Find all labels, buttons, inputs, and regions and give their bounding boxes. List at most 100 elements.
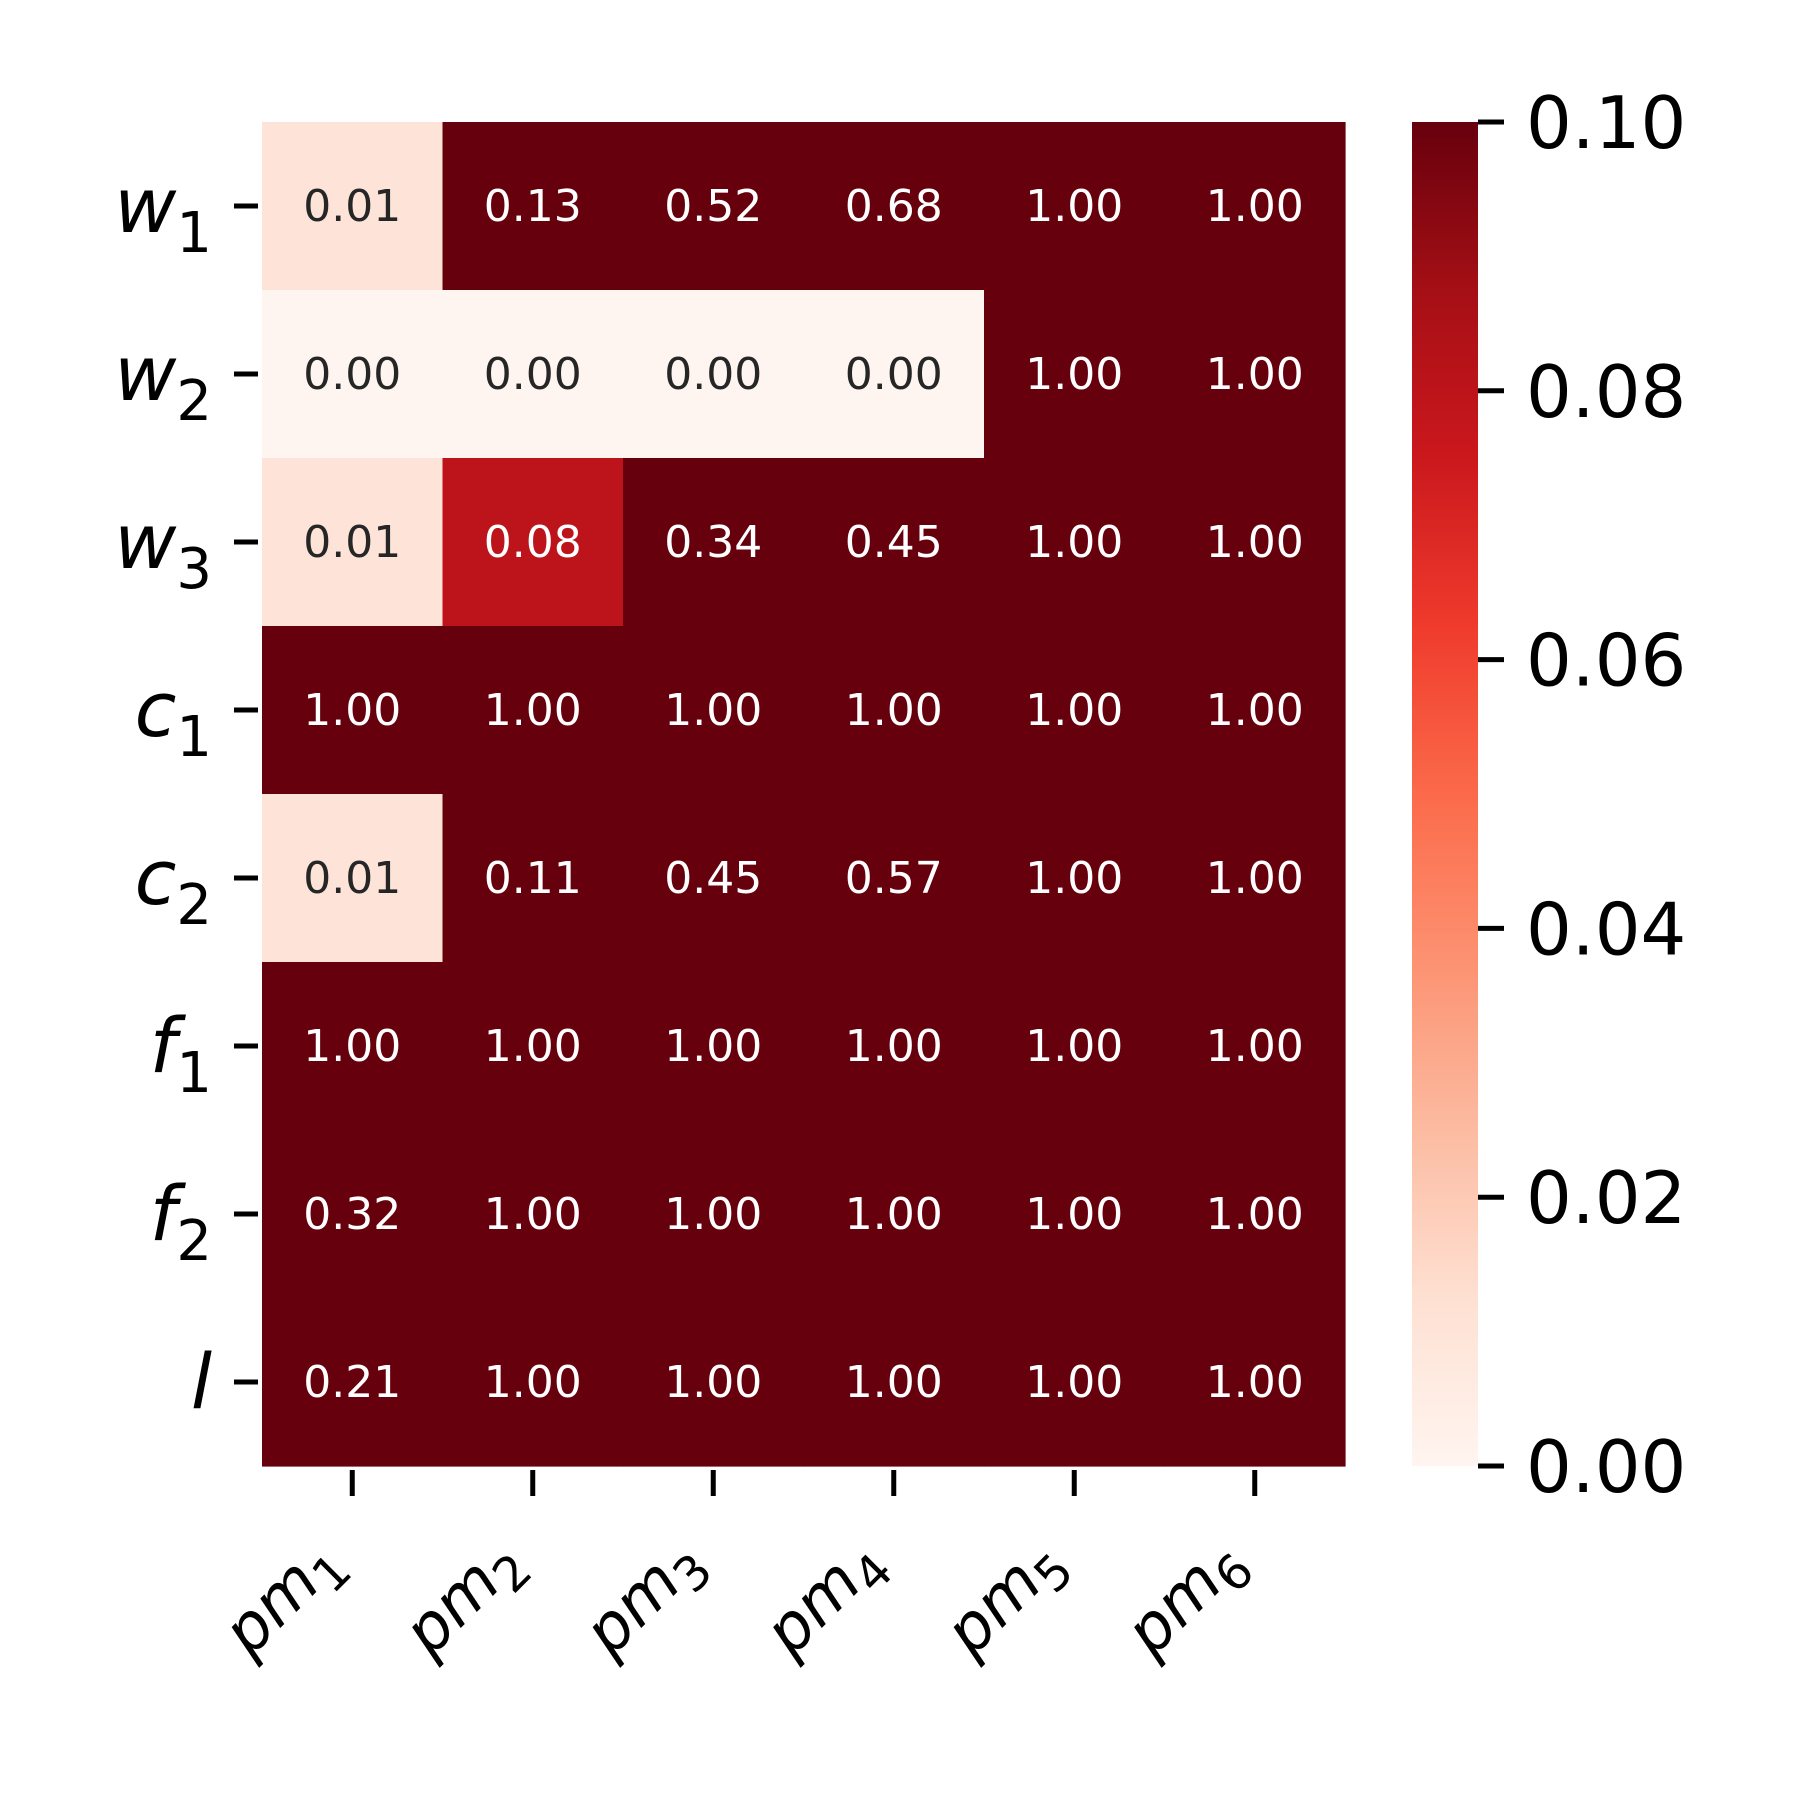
heatmap-cell (442, 458, 624, 627)
x-tick-label: pm3 (569, 1523, 724, 1678)
heatmap-cell (262, 122, 444, 291)
cell-value-label: 0.52 (664, 181, 762, 232)
cell-value-label: 1.00 (1206, 685, 1304, 736)
heatmap-cell (262, 794, 444, 963)
heatmap-cell (1164, 122, 1346, 291)
cell-value-label: 1.00 (484, 1021, 582, 1072)
heatmap-cell (803, 794, 985, 963)
heatmap-cell (442, 962, 624, 1131)
cell-value-label: 0.01 (303, 853, 401, 904)
colorbar-gradient (1412, 122, 1478, 1466)
colorbar-tick-label: 0.02 (1526, 1156, 1686, 1240)
cell-value-label: 0.00 (845, 349, 943, 400)
cell-value-label: 0.01 (303, 517, 401, 568)
heatmap-cell (262, 962, 444, 1131)
heatmap-cell (984, 122, 1166, 291)
heatmap-cell (984, 1298, 1166, 1467)
cell-value-label: 1.00 (1025, 1189, 1123, 1240)
heatmap-cell (442, 1298, 624, 1467)
cell-value-label: 0.08 (484, 517, 582, 568)
heatmap-cell (1164, 794, 1346, 963)
heatmap-cell (623, 458, 805, 627)
heatmap-cell (442, 794, 624, 963)
heatmap-cell (442, 626, 624, 795)
cell-value-label: 1.00 (1206, 181, 1304, 232)
x-tick-label: pm1 (208, 1523, 363, 1678)
y-tick-label: c1 (135, 665, 212, 770)
cell-value-label: 1.00 (1206, 349, 1304, 400)
cell-value-label: 1.00 (1025, 181, 1123, 232)
heatmap-cell (1164, 1130, 1346, 1299)
x-tick-label: pm5 (930, 1523, 1085, 1678)
heatmap-cell (623, 122, 805, 291)
cell-value-label: 0.68 (845, 181, 943, 232)
heatmap-cell (442, 1130, 624, 1299)
x-tick-label: pm2 (389, 1523, 544, 1678)
cell-value-label: 1.00 (484, 1189, 582, 1240)
x-axis: pm1 pm2 pm3 pm4 pm5 pm6 (208, 1470, 1266, 1678)
cell-value-label: 1.00 (845, 685, 943, 736)
cell-value-label: 0.45 (664, 853, 762, 904)
y-tick-label: l (191, 1337, 212, 1426)
cell-value-label: 0.32 (303, 1189, 401, 1240)
heatmap-cell (262, 626, 444, 795)
heatmap-cell (623, 1130, 805, 1299)
cell-value-label: 0.34 (664, 517, 762, 568)
y-tick-label: w2 (114, 329, 212, 434)
heatmap-cell (984, 1130, 1166, 1299)
cell-value-label: 1.00 (845, 1189, 943, 1240)
heatmap-cell (803, 122, 985, 291)
colorbar-tick-label: 0.08 (1526, 350, 1686, 434)
cell-value-label: 1.00 (664, 1357, 762, 1408)
heatmap-cell (262, 458, 444, 627)
cell-value-label: 1.00 (1206, 853, 1304, 904)
cell-value-label: 0.01 (303, 181, 401, 232)
heatmap-cell (984, 962, 1166, 1131)
heatmap-cell (442, 122, 624, 291)
cell-value-label: 1.00 (484, 685, 582, 736)
heatmap-cell (442, 290, 624, 459)
heatmap-cell (1164, 458, 1346, 627)
cell-value-label: 0.13 (484, 181, 582, 232)
cell-value-label: 0.11 (484, 853, 582, 904)
heatmap-cell (623, 290, 805, 459)
heatmap-cell (984, 626, 1166, 795)
heatmap-cell (803, 290, 985, 459)
heatmap-cell (1164, 626, 1346, 795)
y-tick-label: f1 (150, 1001, 212, 1106)
heatmap-cell (262, 290, 444, 459)
heatmap-cell (1164, 1298, 1346, 1467)
x-tick-label: pm4 (750, 1523, 905, 1678)
colorbar-tick-label: 0.04 (1526, 887, 1686, 971)
heatmap-cell (803, 1298, 985, 1467)
colorbar: 0.00 0.02 0.04 0.06 0.08 0.10 (1412, 81, 1686, 1509)
cell-value-label: 1.00 (845, 1021, 943, 1072)
cell-value-label: 1.00 (1206, 1021, 1304, 1072)
cell-value-label: 1.00 (1206, 1357, 1304, 1408)
heatmap-cell (262, 1130, 444, 1299)
cell-value-label: 1.00 (664, 1189, 762, 1240)
heatmap-cell (803, 458, 985, 627)
colorbar-tick-label: 0.06 (1526, 619, 1686, 703)
y-tick-label: f2 (150, 1169, 212, 1274)
heatmap-cell (1164, 290, 1346, 459)
cell-value-label: 1.00 (1025, 1357, 1123, 1408)
y-axis: w1 w2 w3 c1 c2 f1 f2 l (114, 161, 258, 1426)
heatmap-cell (623, 1298, 805, 1467)
heatmap-cell (803, 1130, 985, 1299)
x-tick-label: pm6 (1111, 1523, 1266, 1678)
heatmap-cell (623, 962, 805, 1131)
colorbar-tick-label: 0.10 (1526, 81, 1686, 165)
cell-value-label: 1.00 (1025, 853, 1123, 904)
y-tick-label: c2 (135, 833, 212, 938)
cell-value-label: 1.00 (1025, 1021, 1123, 1072)
heatmap-cell (262, 1298, 444, 1467)
y-tick-label: w1 (114, 161, 212, 266)
cell-value-label: 1.00 (845, 1357, 943, 1408)
cell-value-label: 1.00 (303, 1021, 401, 1072)
cell-value-label: 1.00 (1206, 517, 1304, 568)
heatmap-cell (623, 794, 805, 963)
heatmap-cell (803, 962, 985, 1131)
